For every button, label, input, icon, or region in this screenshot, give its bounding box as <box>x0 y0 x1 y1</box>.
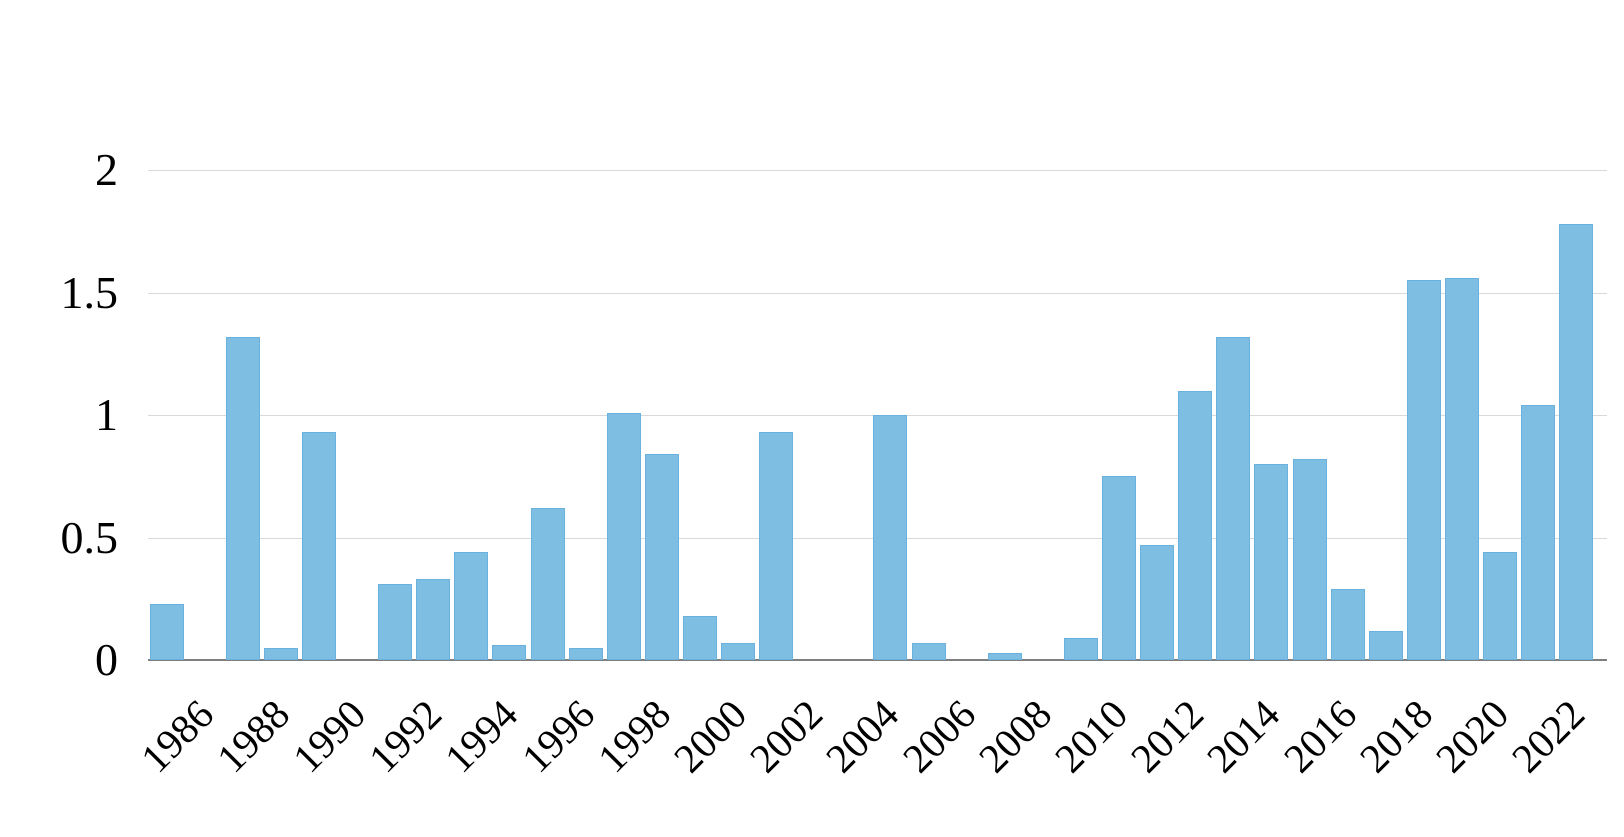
bar-2020 <box>1444 277 1479 660</box>
x-axis-label-2004: 2004 <box>817 690 908 782</box>
bar-2012 <box>1140 544 1175 660</box>
y-axis-label-1.5: 1.5 <box>60 266 119 318</box>
bar-2018 <box>1368 630 1403 660</box>
bar-1999 <box>644 454 679 660</box>
bar-2022 <box>1521 405 1556 660</box>
bar-1993 <box>416 579 451 660</box>
bar-2014 <box>1216 336 1251 660</box>
x-axis-label-1994: 1994 <box>436 690 527 782</box>
x-axis-label-2000: 2000 <box>664 690 756 782</box>
gridline-1.5 <box>148 292 1607 294</box>
bar-2005 <box>873 415 908 660</box>
bar-2021 <box>1483 552 1517 660</box>
x-axis-label-1988: 1988 <box>207 690 298 782</box>
x-axis-label-1992: 1992 <box>359 690 451 782</box>
bar-2013 <box>1178 390 1213 660</box>
bar-2016 <box>1292 459 1327 660</box>
bar-1990 <box>301 432 336 660</box>
bar-1997 <box>568 647 603 660</box>
gridline-2 <box>148 170 1607 171</box>
bar-1989 <box>263 647 298 660</box>
bar-2015 <box>1254 464 1289 660</box>
bar-2023 <box>1559 223 1594 660</box>
x-axis-label-2010: 2010 <box>1045 690 1137 782</box>
bar-1998 <box>606 412 641 660</box>
x-axis-label-1998: 1998 <box>588 690 679 782</box>
bar-1995 <box>492 645 527 660</box>
bar-1996 <box>530 508 565 660</box>
x-axis-label-2008: 2008 <box>969 690 1060 782</box>
bar-2002 <box>759 432 794 660</box>
x-axis-label-2014: 2014 <box>1198 690 1289 782</box>
bar-2019 <box>1406 280 1441 660</box>
bar-2008 <box>987 652 1022 660</box>
bar-2000 <box>682 615 717 660</box>
bar-2006 <box>911 642 946 660</box>
bar-1992 <box>378 584 413 660</box>
x-axis-label-2018: 2018 <box>1350 690 1441 782</box>
x-axis-line <box>148 659 1607 661</box>
x-axis-label-2016: 2016 <box>1274 690 1365 782</box>
bar-1986 <box>149 603 184 660</box>
y-axis-label-1: 1 <box>95 389 118 440</box>
bar-2001 <box>721 642 755 660</box>
x-axis-label-1996: 1996 <box>512 690 603 782</box>
bar-2017 <box>1330 588 1365 660</box>
y-axis-label-0: 0 <box>95 634 118 685</box>
y-axis-label-0.5: 0.5 <box>60 511 119 563</box>
bar-2011 <box>1102 476 1136 660</box>
x-axis-label-2012: 2012 <box>1121 690 1213 782</box>
x-axis-label-1986: 1986 <box>131 690 222 782</box>
y-axis-label-2: 2 <box>95 144 118 195</box>
x-axis-label-2022: 2022 <box>1502 690 1594 782</box>
x-axis-label-2002: 2002 <box>740 690 832 782</box>
bar-1988 <box>225 336 260 660</box>
bar-1994 <box>454 552 489 660</box>
x-axis-label-2006: 2006 <box>893 690 984 782</box>
bar-2010 <box>1063 637 1098 660</box>
x-axis-label-1990: 1990 <box>283 690 375 782</box>
x-axis-label-2020: 2020 <box>1426 690 1518 782</box>
